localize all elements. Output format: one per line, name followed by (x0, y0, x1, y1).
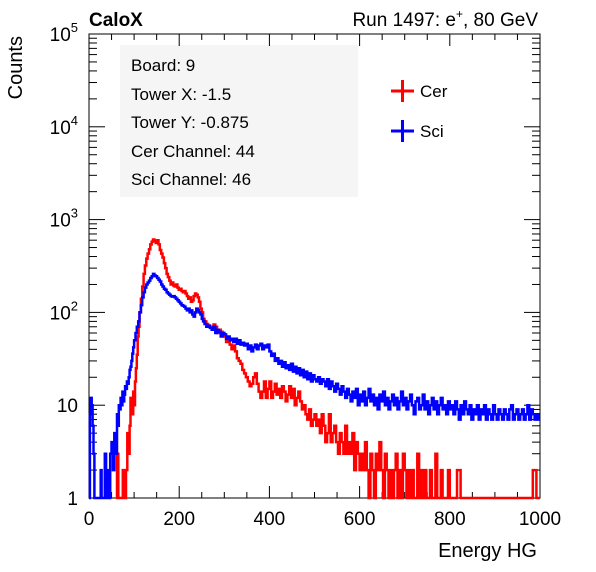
y-tick-label: 1 (67, 489, 78, 510)
x-tick-label: 200 (163, 509, 195, 530)
legend: Cer Sci (391, 80, 448, 142)
y-tick-label: 104 (50, 113, 78, 139)
y-tick-label: 105 (50, 20, 78, 46)
legend-marker-sci (391, 120, 414, 142)
info-line-tower-y: Tower Y: -0.875 (131, 113, 249, 132)
y-tick-label: 102 (50, 298, 78, 324)
y-tick-label: 10 (57, 396, 78, 417)
legend-label-sci: Sci (420, 122, 444, 141)
legend-marker-cer (391, 80, 414, 102)
info-line-board: Board: 9 (131, 56, 195, 75)
legend-label-cer: Cer (420, 82, 448, 101)
x-tick-label: 800 (434, 509, 466, 530)
y-axis-title: Counts (5, 36, 27, 99)
info-line-tower-x: Tower X: -1.5 (131, 85, 231, 104)
info-line-cer-channel: Cer Channel: 44 (131, 142, 255, 161)
axes: 0 200 400 600 800 1000 1 10 102 103 104 105 (50, 20, 562, 530)
y-tick-label: 103 (50, 206, 78, 232)
series-sci-line (88, 272, 540, 500)
x-tick-label: 400 (254, 509, 286, 530)
calox-label: CaloX (89, 10, 143, 31)
series-cer-line (115, 238, 540, 500)
info-box: Board: 9 Tower X: -1.5 Tower Y: -0.875 C… (120, 45, 358, 197)
info-box-background (120, 45, 358, 197)
series-layer (88, 238, 540, 500)
x-tick-label: 600 (344, 509, 376, 530)
info-line-sci-channel: Sci Channel: 46 (131, 170, 251, 189)
x-tick-label: 1000 (519, 509, 561, 530)
run-info: Run 1497: e+, 80 GeV (352, 7, 538, 31)
x-tick-label: 0 (84, 509, 95, 530)
x-axis-title: Energy HG (438, 540, 537, 562)
